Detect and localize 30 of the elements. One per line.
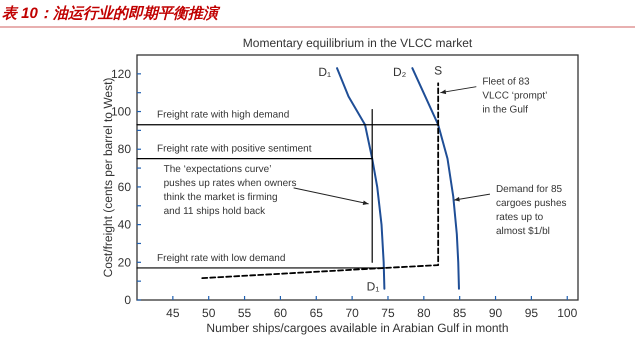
x-tick-label: 95 [524,306,538,320]
x-tick-label: 80 [417,306,431,320]
x-tick-label: 100 [557,306,578,320]
x-tick-label: 50 [202,306,216,320]
x-tick-label: 85 [453,306,467,320]
series-label: Freight rate with positive sentiment [157,144,312,155]
y-tick-label: 0 [124,293,132,307]
x-tick-label: 90 [488,306,503,320]
y-tick-label: 20 [118,255,132,270]
annotation: Demand for 85 cargoes pushes rates up to almost $1/bl [496,184,567,238]
y-tick-label: 40 [118,218,132,232]
series-label: Freight rate with low demand [157,252,286,264]
annotation: D₁ [366,280,380,294]
x-tick-label: 45 [166,306,180,320]
series-label: D₁ [318,65,332,80]
y-tick-label: 80 [118,142,132,156]
series-label: D₂ [393,65,407,80]
x-tick-label: 75 [381,306,395,320]
x-tick-label: 60 [274,306,288,320]
x-axis-title: Number ships/cargoes available in Arabian Gulf in month [206,321,509,335]
series-label: Freight rate with high demand [157,110,290,121]
chart-title: 表 10：油运行业的即期平衡推演 [2,4,221,22]
annotation: Fleet of 83 VLCC ‘prompt’ in the Gulf [482,76,548,116]
annotation: The ‘expectations curve’ pushes up rates when owners think the market is firming and 11 ships hold back [164,164,296,217]
x-tick-label: 70 [345,306,360,320]
series-label: S [434,63,442,78]
x-tick-label: 65 [310,306,324,320]
chart-subtitle: Momentary equilibrium in the VLCC market [242,36,473,50]
y-tick-label: 60 [118,180,132,194]
x-tick-label: 55 [238,306,252,320]
